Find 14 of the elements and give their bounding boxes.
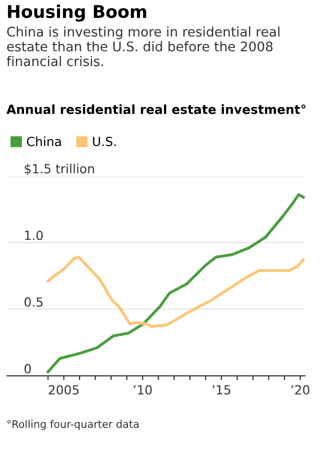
- legend-label: China: [26, 136, 61, 146]
- legend-label: U.S.: [93, 136, 116, 146]
- y-tick-label: 1.0: [25, 230, 43, 240]
- x-tick-label: 2005: [48, 385, 79, 395]
- x-tick-label: ’10: [134, 385, 152, 395]
- chart-title: Housing Boom: [8, 4, 146, 22]
- y-tick-label: 0: [24, 364, 31, 374]
- text: Annual residential real estate investment°: [6, 104, 306, 114]
- x-tick-label: ’15: [212, 385, 230, 395]
- text: °Rolling four-quarter data: [7, 420, 138, 430]
- chart-subtitle: China is investing more in residential real estate than the U.S. did before the 2008 financial crisis.: [6, 26, 280, 66]
- y-tick-label: 0.5: [24, 297, 42, 307]
- x-tick-label: ’20: [291, 385, 310, 395]
- y-tick-label: $1.5 trillion: [24, 164, 94, 176]
